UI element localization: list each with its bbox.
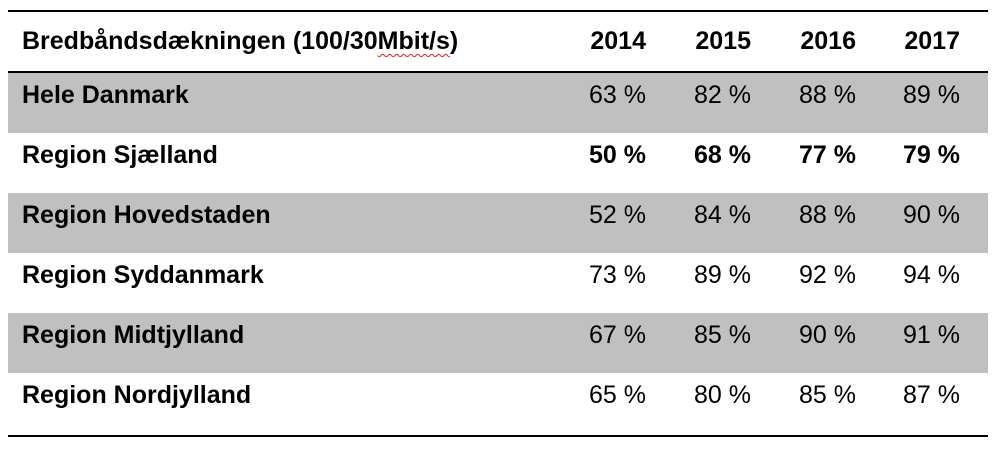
- table-title: Bredbåndsdækningen (100/30 Mbit/s): [22, 12, 458, 71]
- year-header-2014: 2014: [590, 27, 646, 55]
- table-row-region-hovedstaden: Region Hovedstaden 52 % 84 % 88 % 90 %: [8, 193, 988, 253]
- year-header-2016: 2016: [800, 27, 856, 55]
- table-row-region-syddanmark: Region Syddanmark 73 % 89 % 92 % 94 %: [8, 253, 988, 313]
- row-value-2014: 67 %: [589, 321, 646, 349]
- row-value-2017: 87 %: [903, 381, 960, 409]
- table-row-hele-danmark: Hele Danmark 63 % 82 % 88 % 89 %: [8, 73, 988, 133]
- row-label: Hele Danmark: [22, 81, 189, 109]
- row-value-2015: 80 %: [694, 381, 751, 409]
- table-row-region-midtjylland: Region Midtjylland 67 % 85 % 90 % 91 %: [8, 313, 988, 373]
- row-value-2016: 88 %: [799, 81, 856, 109]
- row-value-2015: 84 %: [694, 201, 751, 229]
- table-row-region-nordjylland: Region Nordjylland 65 % 80 % 85 % 87 %: [8, 373, 988, 433]
- row-value-2016: 90 %: [799, 321, 856, 349]
- table-title-suffix: ): [449, 27, 459, 55]
- row-value-2014: 63 %: [589, 81, 646, 109]
- table-bottom-rule: [8, 435, 988, 437]
- table-header-rule: [8, 71, 988, 73]
- row-value-2014: 65 %: [589, 381, 646, 409]
- row-value-2014: 52 %: [589, 201, 646, 229]
- row-value-2016: 85 %: [799, 381, 856, 409]
- row-value-2015: 82 %: [694, 81, 751, 109]
- table-row-region-sjaelland: Region Sjælland 50 % 68 % 77 % 79 %: [8, 133, 988, 193]
- row-value-2015: 85 %: [694, 321, 751, 349]
- row-value-2017: 91 %: [903, 321, 960, 349]
- row-value-2015: 89 %: [694, 261, 751, 289]
- year-header-2015: 2015: [695, 27, 751, 55]
- table-title-prefix: Bredbåndsdækningen (100/30: [22, 27, 378, 55]
- table-body: Hele Danmark 63 % 82 % 88 % 89 % Region …: [8, 73, 988, 433]
- row-value-2014: 50 %: [589, 141, 646, 169]
- row-value-2016: 92 %: [799, 261, 856, 289]
- row-value-2017: 90 %: [903, 201, 960, 229]
- row-label: Region Hovedstaden: [22, 201, 271, 229]
- row-label: Region Midtjylland: [22, 321, 245, 349]
- row-value-2017: 79 %: [903, 141, 960, 169]
- table-top-rule: [8, 10, 988, 12]
- row-value-2015: 68 %: [694, 141, 751, 169]
- row-label: Region Syddanmark: [22, 261, 264, 289]
- row-label: Region Sjælland: [22, 141, 218, 169]
- row-value-2017: 89 %: [903, 81, 960, 109]
- table-title-unit: Mbit/s: [377, 27, 450, 55]
- row-value-2017: 94 %: [903, 261, 960, 289]
- row-value-2016: 77 %: [799, 141, 856, 169]
- year-header-2017: 2017: [904, 27, 960, 55]
- row-label: Region Nordjylland: [22, 381, 252, 409]
- table-header-row: Bredbåndsdækningen (100/30 Mbit/s) 2014 …: [8, 12, 988, 71]
- row-value-2014: 73 %: [589, 261, 646, 289]
- row-value-2016: 88 %: [799, 201, 856, 229]
